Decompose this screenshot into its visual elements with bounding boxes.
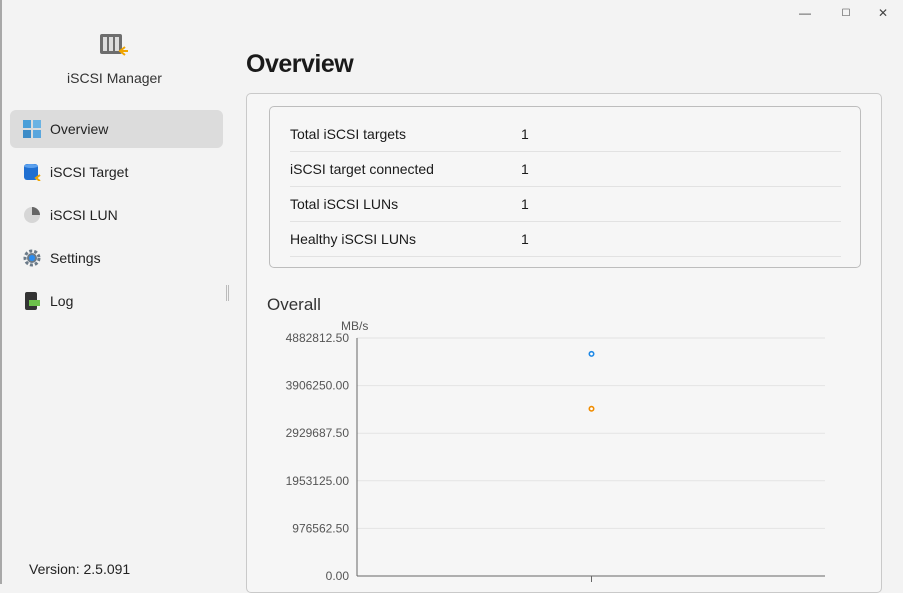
overall-label: Overall <box>267 295 321 314</box>
sidebar-item-overview[interactable]: Overview <box>10 110 223 148</box>
database-icon <box>22 162 42 182</box>
stat-label: Total iSCSI LUNs <box>290 196 399 212</box>
stat-value: 1 <box>521 126 529 142</box>
grid-icon <box>22 119 42 139</box>
stat-label: Healthy iSCSI LUNs <box>290 231 417 247</box>
sidebar-item-settings[interactable]: Settings <box>10 239 223 277</box>
sidebar-item-label: Overview <box>50 121 109 137</box>
sidebar-item-label: iSCSI LUN <box>50 207 118 223</box>
y-axis-label: MB/s <box>341 319 368 333</box>
version-label: Version: 2.5.091 <box>29 561 131 577</box>
stat-row: Healthy iSCSI LUNs 1 <box>290 222 841 257</box>
y-tick-label: 1953125.00 <box>286 474 350 488</box>
sidebar-item-label: iSCSI Target <box>50 164 129 180</box>
sidebar: iSCSI Manager Overview iSCSI Target iSCS… <box>0 0 245 584</box>
maximize-button[interactable]: ☐ <box>841 8 851 19</box>
sidebar-item-label: Log <box>50 293 74 309</box>
y-tick-label: 3906250.00 <box>286 379 350 393</box>
minimize-button[interactable]: — <box>799 6 811 20</box>
sidebar-item-label: Settings <box>50 250 101 266</box>
stat-value: 1 <box>521 161 529 177</box>
stat-label: iSCSI target connected <box>290 161 434 177</box>
app-logo-icon <box>100 34 128 56</box>
y-tick-label: 0.00 <box>326 569 350 583</box>
data-point <box>588 405 595 412</box>
log-file-icon <box>22 291 42 311</box>
sidebar-item-iscsi-lun[interactable]: iSCSI LUN <box>10 196 223 234</box>
data-point <box>588 350 595 357</box>
stats-box: Total iSCSI targets 1 iSCSI target connec… <box>269 106 861 268</box>
pie-disk-icon <box>22 205 42 225</box>
stat-row: iSCSI target connected 1 <box>290 152 841 187</box>
sidebar-item-iscsi-target[interactable]: iSCSI Target <box>10 153 223 191</box>
stat-row: Total iSCSI LUNs 1 <box>290 187 841 222</box>
stat-label: Total iSCSI targets <box>290 126 406 142</box>
page-title: Overview <box>246 50 354 78</box>
y-tick-label: 4882812.50 <box>286 331 350 345</box>
sidebar-item-log[interactable]: Log <box>10 282 223 320</box>
y-tick-label: 2929687.50 <box>286 426 350 440</box>
stat-value: 1 <box>521 196 529 212</box>
close-button[interactable]: ✕ <box>877 6 889 20</box>
stat-value: 1 <box>521 231 529 247</box>
sidebar-resize-handle[interactable] <box>226 285 229 301</box>
stat-row: Total iSCSI targets 1 <box>290 117 841 152</box>
gear-icon <box>22 248 42 268</box>
y-tick-label: 976562.50 <box>292 521 349 535</box>
app-name: iSCSI Manager <box>67 70 162 86</box>
